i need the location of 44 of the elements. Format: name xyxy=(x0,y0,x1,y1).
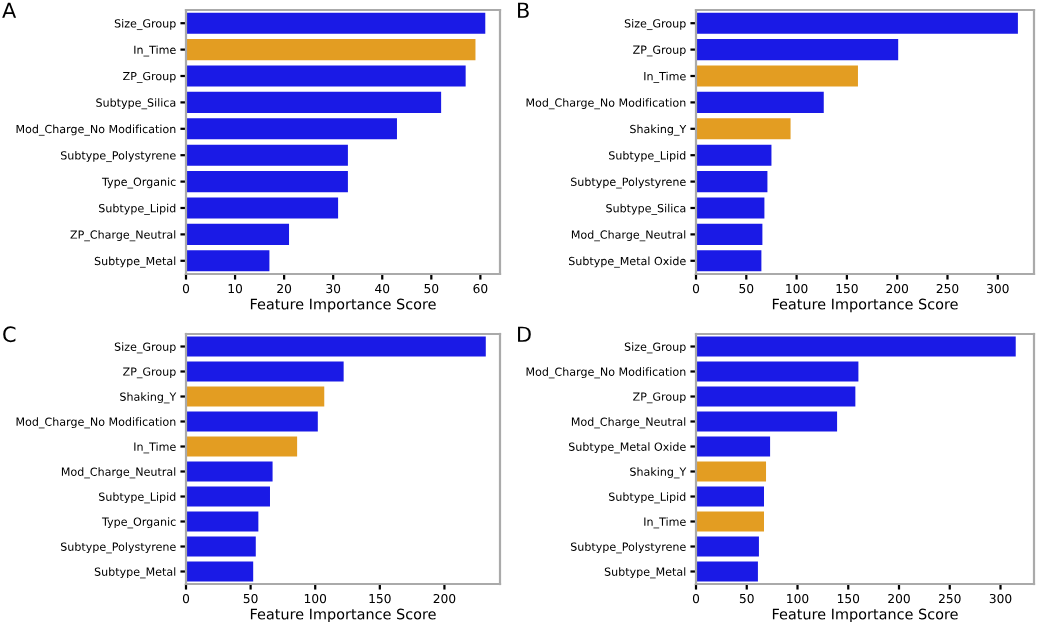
bar xyxy=(696,39,899,61)
bar xyxy=(186,486,270,507)
bar xyxy=(696,171,768,193)
bar xyxy=(186,411,318,432)
bar xyxy=(186,144,348,166)
bar xyxy=(696,144,772,166)
bar xyxy=(696,536,759,557)
bar xyxy=(186,12,486,34)
text: D xyxy=(518,326,531,342)
bar xyxy=(186,511,259,532)
bar xyxy=(186,91,442,113)
bar xyxy=(696,411,838,432)
bar xyxy=(696,361,859,382)
text: C xyxy=(3,326,16,343)
bar xyxy=(696,511,765,532)
bar xyxy=(186,561,254,582)
bar xyxy=(186,536,256,557)
bar xyxy=(186,197,339,219)
bar xyxy=(186,436,298,457)
bar xyxy=(186,65,466,87)
bar xyxy=(186,361,344,382)
bar xyxy=(696,197,765,219)
bar xyxy=(696,461,767,482)
bar xyxy=(186,250,270,272)
bar xyxy=(186,118,397,140)
bar xyxy=(696,486,765,507)
bar xyxy=(186,223,290,245)
bar xyxy=(696,250,762,272)
bar xyxy=(186,461,273,482)
bar xyxy=(696,12,1018,34)
bar xyxy=(696,65,858,87)
bar xyxy=(186,386,325,407)
bar xyxy=(696,91,824,113)
bar xyxy=(696,118,791,140)
text: A xyxy=(2,2,17,18)
bar xyxy=(696,336,1016,357)
bar xyxy=(696,223,763,245)
bar xyxy=(186,336,486,357)
text: B xyxy=(518,2,529,18)
bar xyxy=(186,39,476,61)
bar xyxy=(186,171,348,193)
bar xyxy=(696,436,771,457)
bar xyxy=(696,561,758,582)
bar xyxy=(696,386,856,407)
